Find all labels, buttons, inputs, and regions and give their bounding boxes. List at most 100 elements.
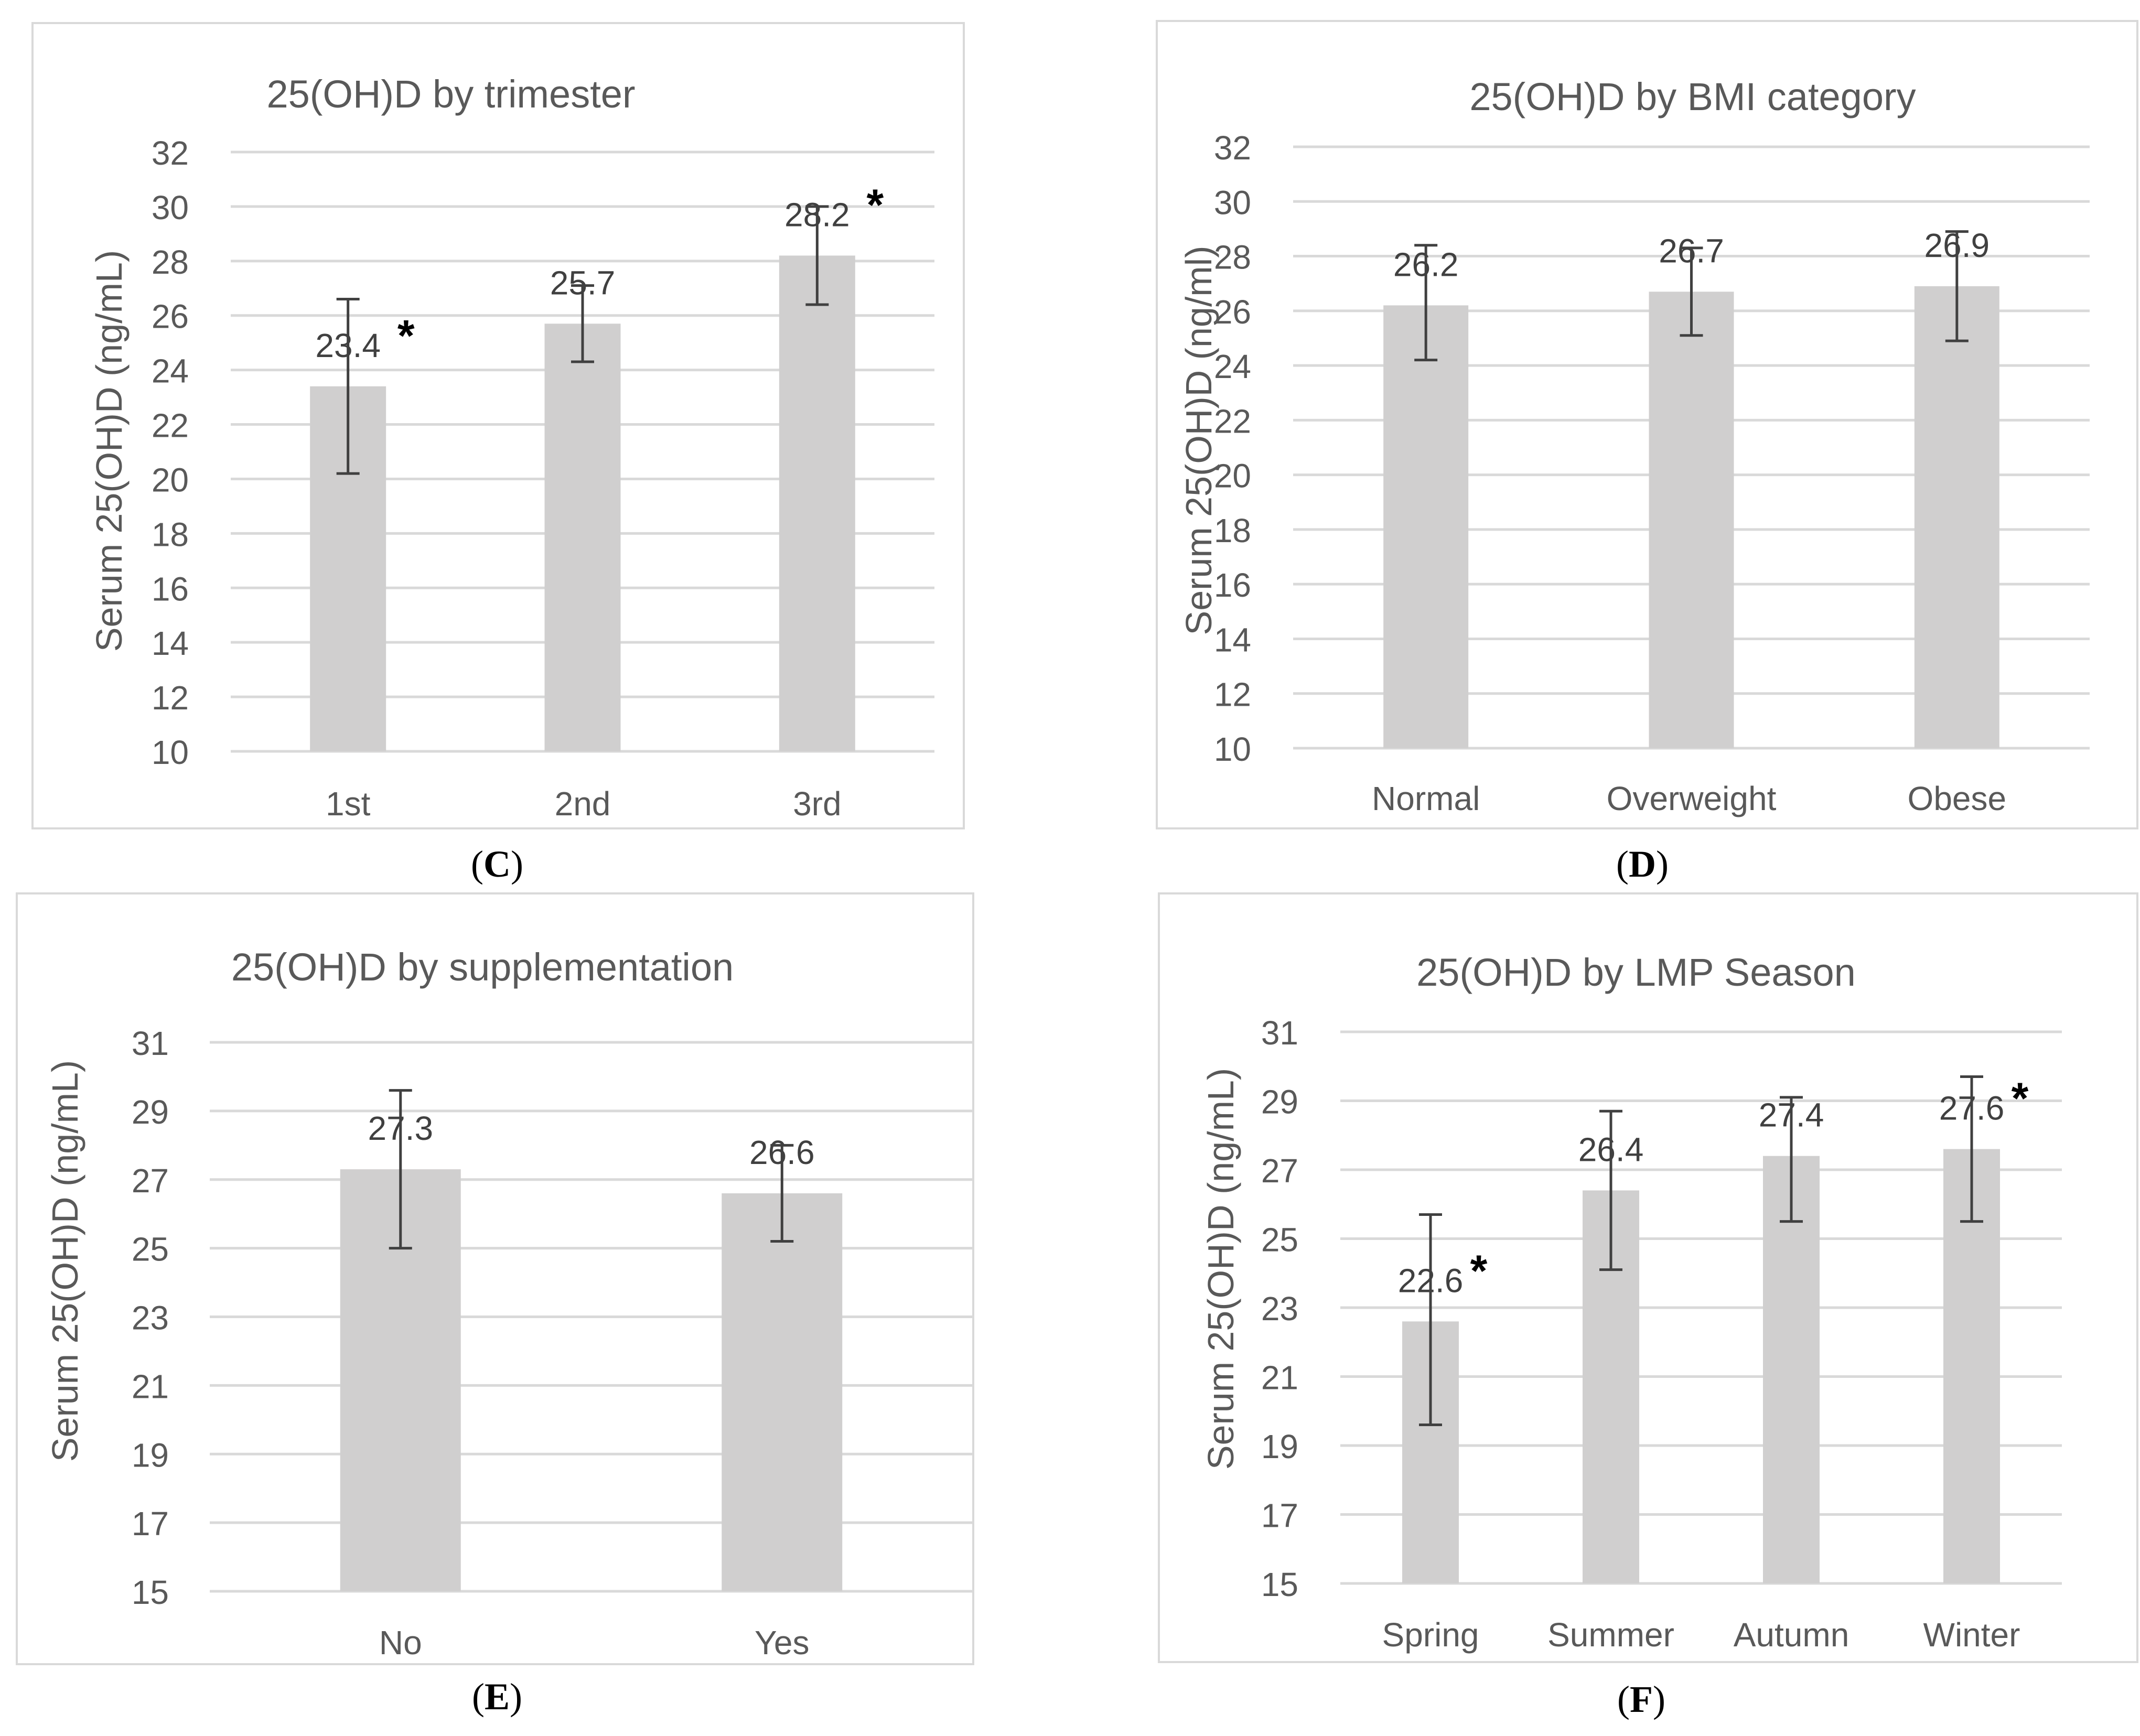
panel-letter: E [485, 1676, 510, 1718]
data-label: 26.2 [1393, 245, 1459, 283]
x-category-label: Summer [1547, 1616, 1674, 1654]
chart-title: 25(OH)D by trimester [266, 72, 635, 116]
significance-star: * [1470, 1246, 1488, 1295]
panel-letter: D [1629, 843, 1656, 885]
plot-area: 15 17 19 21 23 25 27 29 31 27.3 No 26.6 Yes [132, 1025, 973, 1662]
y-tick-label: 17 [132, 1505, 169, 1543]
bar-yes [722, 1193, 843, 1591]
data-label: 27.3 [368, 1109, 433, 1147]
y-tick-label: 15 [132, 1573, 169, 1611]
data-label: 26.4 [1578, 1130, 1644, 1168]
y-tick-label: 14 [152, 624, 189, 662]
x-category-label: Overweight [1607, 780, 1777, 817]
y-axis-label: Serum 25(OH)D (ng/mL) [89, 250, 130, 652]
y-tick-label: 17 [1261, 1497, 1298, 1535]
panel-label-d: (D) [1616, 843, 1669, 885]
y-tick-label: 21 [132, 1367, 169, 1405]
y-tick-label: 23 [132, 1299, 169, 1337]
bar-normal [1383, 305, 1469, 748]
x-category-label: Autumn [1734, 1616, 1849, 1654]
significance-star: * [397, 311, 415, 360]
bar-overweight [1649, 292, 1734, 748]
panel-label-e: (E) [472, 1676, 522, 1718]
x-category-label: Winter [1923, 1616, 2020, 1654]
plot-area: 10 12 14 16 18 20 22 24 26 28 30 32 23.4 * 1st 25.7 2nd 2… [152, 134, 934, 823]
x-category-label: Yes [755, 1624, 809, 1662]
y-tick-label: 14 [1214, 621, 1251, 659]
y-tick-label: 24 [152, 352, 189, 390]
data-label: 26.9 [1924, 227, 1990, 264]
y-axis-label: Serum 25(OH)D (ng/mL) [45, 1060, 85, 1462]
bar-2nd [544, 324, 621, 751]
chart-title: 25(OH)D by LMP Season [1416, 951, 1856, 994]
x-category-label: No [379, 1624, 422, 1662]
y-tick-label: 12 [152, 679, 189, 717]
data-label: 22.6 [1398, 1261, 1464, 1299]
y-tick-label: 31 [1261, 1014, 1298, 1052]
y-tick-label: 29 [132, 1093, 169, 1131]
y-tick-label: 10 [152, 734, 189, 771]
panel-letter: F [1630, 1678, 1653, 1720]
x-category-label: Normal [1372, 780, 1480, 817]
y-tick-label: 32 [1214, 129, 1251, 167]
panel-c-trimester: 25(OH)D by trimester Serum 25(OH)D (ng/m… [31, 22, 965, 885]
y-tick-label: 30 [1214, 184, 1251, 221]
y-tick-label: 16 [1214, 566, 1251, 604]
chart-title: 25(OH)D by BMI category [1469, 75, 1916, 118]
bar-obese [1914, 286, 1999, 748]
x-category-label: Spring [1382, 1616, 1479, 1654]
y-tick-label: 25 [1261, 1221, 1298, 1259]
y-tick-label: 20 [1214, 457, 1251, 495]
x-category-label: 1st [326, 785, 371, 823]
panel-d-bmi: 25(OH)D by BMI category Serum 25(OH)D (n… [1156, 20, 2138, 885]
y-tick-label: 12 [1214, 676, 1251, 714]
bar-3rd [779, 255, 855, 752]
data-label: 28.2 [784, 196, 850, 233]
significance-star: * [866, 180, 884, 229]
y-tick-label: 19 [132, 1436, 169, 1474]
y-tick-label: 30 [152, 189, 189, 227]
x-category-label: 2nd [555, 785, 611, 823]
y-tick-label: 23 [1261, 1290, 1298, 1328]
bar-autumn [1763, 1156, 1820, 1583]
x-category-label: 3rd [793, 785, 842, 823]
panel-letter: C [483, 843, 511, 885]
y-tick-label: 28 [1214, 239, 1251, 276]
significance-star: * [2012, 1074, 2029, 1123]
y-tick-label: 31 [132, 1025, 169, 1062]
y-tick-label: 26 [152, 298, 189, 336]
data-label: 23.4 [315, 327, 381, 364]
y-tick-label: 10 [1214, 730, 1251, 768]
plot-area: 10 12 14 16 18 20 22 24 26 28 30 32 26.2 Normal 26.7 Ov… [1214, 129, 2090, 817]
y-tick-label: 18 [1214, 512, 1251, 549]
y-tick-label: 16 [152, 570, 189, 608]
data-label: 27.6 [1939, 1090, 2005, 1127]
y-tick-label: 25 [132, 1231, 169, 1268]
y-tick-label: 27 [1261, 1152, 1298, 1190]
panel-label-c: (C) [471, 843, 523, 885]
data-label: 25.7 [550, 264, 616, 301]
x-category-label: Obese [1908, 780, 2007, 817]
y-tick-label: 29 [1261, 1083, 1298, 1121]
y-tick-label: 22 [1214, 402, 1251, 440]
y-tick-label: 22 [152, 407, 189, 445]
y-tick-label: 18 [152, 515, 189, 553]
chart-title: 25(OH)D by supplementation [231, 945, 734, 989]
y-tick-label: 15 [1261, 1566, 1298, 1603]
y-axis-label: Serum 25(OH)D (ng/ml) [1178, 246, 1219, 635]
y-tick-label: 20 [152, 461, 189, 499]
panel-e-supplementation: 25(OH)D by supplementation Serum 25(OH)D… [16, 892, 974, 1718]
y-tick-label: 19 [1261, 1428, 1298, 1465]
data-label: 27.4 [1759, 1096, 1824, 1134]
panel-f-lmp-season: 25(OH)D by LMP Season Serum 25(OH)D (ng/… [1158, 892, 2138, 1720]
y-axis-label: Serum 25(OH)D (ng/mL) [1200, 1068, 1241, 1470]
data-label: 26.6 [749, 1134, 815, 1171]
y-tick-label: 28 [152, 243, 189, 281]
y-tick-label: 27 [132, 1162, 169, 1200]
y-tick-label: 32 [152, 134, 189, 172]
y-tick-label: 26 [1214, 293, 1251, 331]
y-tick-label: 24 [1214, 348, 1251, 385]
panel-label-f: (F) [1617, 1678, 1665, 1720]
